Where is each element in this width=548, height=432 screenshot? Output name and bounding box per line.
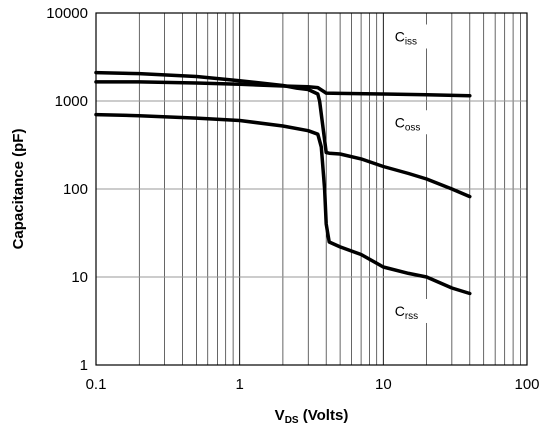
y-tick-label: 10000	[46, 5, 88, 22]
series-label-bg	[390, 298, 435, 323]
series-line-rss	[94, 112, 472, 296]
y-axis-title: Capacitance (pF)	[10, 129, 27, 250]
x-tick-label: 100	[514, 376, 539, 393]
y-tick-label: 10	[71, 269, 88, 286]
plot-area	[95, 12, 528, 366]
series-labels: Ciss Coss Crss	[390, 24, 435, 323]
x-axis-title-sub: DS	[285, 415, 299, 426]
x-tick-label: 1	[235, 376, 243, 393]
series-line-iss	[94, 80, 472, 98]
y-tick-label: 1000	[55, 93, 88, 110]
x-axis-title: VDS (Volts)	[275, 407, 349, 426]
series-label-bg	[390, 110, 435, 135]
y-tick-label: 100	[63, 181, 88, 198]
x-tick-label: 0.1	[86, 376, 107, 393]
grid	[96, 13, 527, 365]
x-axis-title-main: V	[275, 407, 285, 424]
series-layer	[94, 70, 472, 296]
x-tick-label: 10	[375, 376, 392, 393]
series-label-oss: Coss	[395, 114, 421, 133]
series-label-bg	[390, 24, 435, 49]
x-axis-ticks: 0.1 1 10 100	[86, 376, 540, 393]
series-line-oss	[94, 70, 472, 199]
x-axis-title-rest: (Volts)	[299, 407, 349, 424]
y-axis-ticks: 1 10 100 1000 10000	[46, 5, 88, 374]
y-tick-label: 1	[80, 357, 88, 374]
series-label-rss: Crss	[395, 303, 418, 322]
series-label-iss: Ciss	[395, 28, 417, 47]
